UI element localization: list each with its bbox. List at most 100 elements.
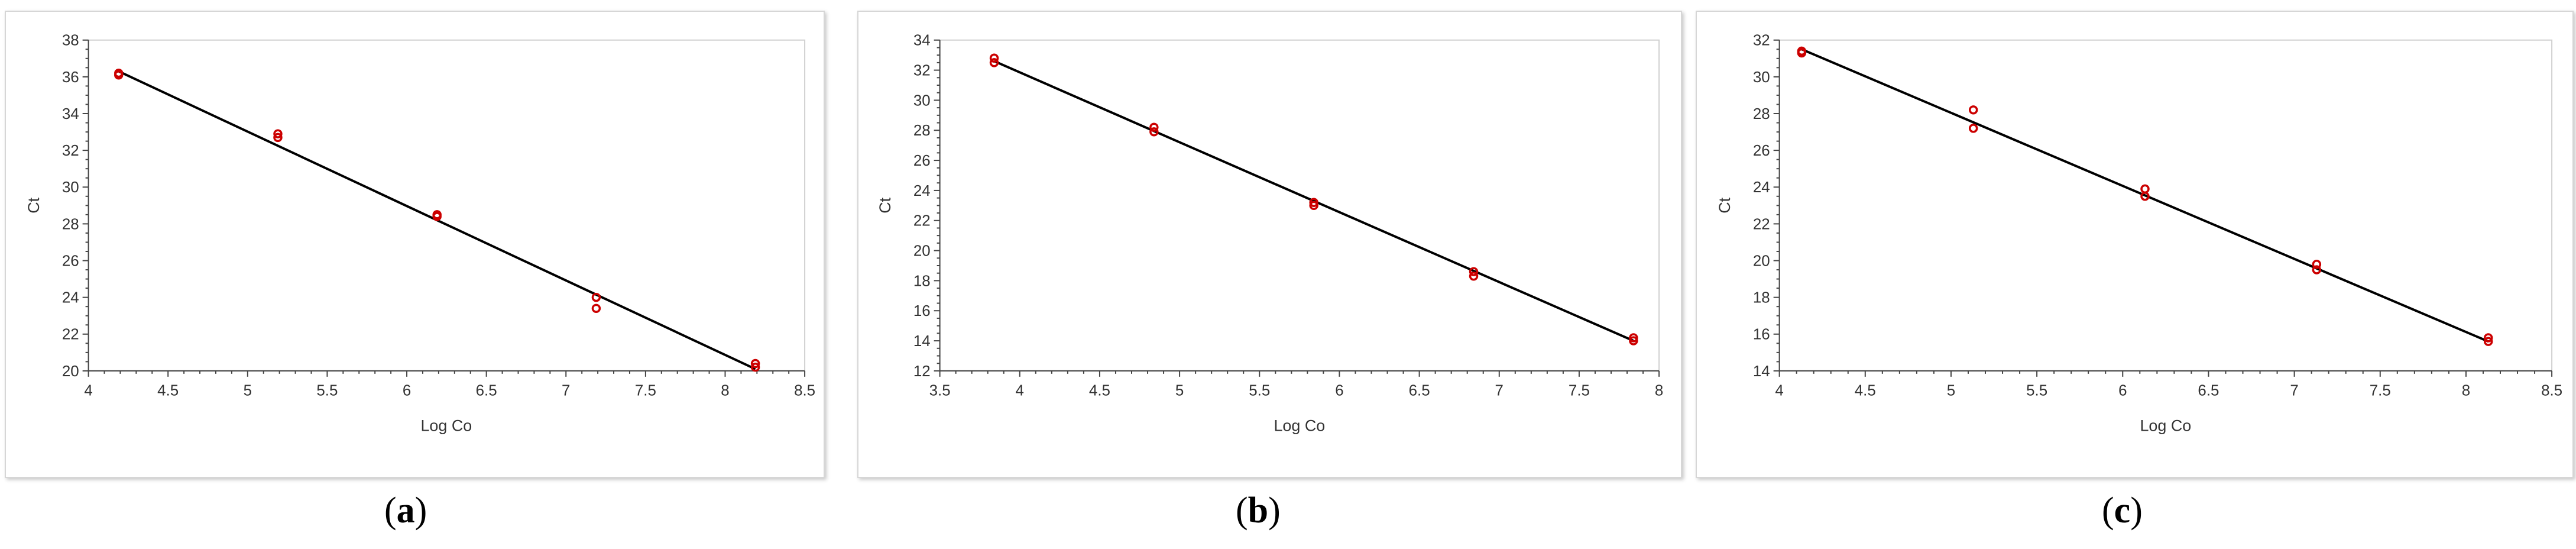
data-point-b	[1309, 201, 1318, 211]
data-point-b	[1149, 122, 1159, 132]
data-point-b	[989, 53, 999, 63]
y-tick-label-b: 20	[913, 243, 931, 260]
y-tick-label-c: 30	[1753, 69, 1770, 86]
x-tick-label-c: 8	[2462, 383, 2470, 399]
caption-a: (a)	[384, 490, 427, 531]
chart-panel-c: 14 16 18 20 22 24 26 28 30 32 4 4.5 5 5.5 6 6.5 7 7.5 8 8.5…	[1696, 11, 2574, 478]
x-tick-label-c: 4.5	[1855, 383, 1876, 399]
y-tick-label-c: 32	[1753, 33, 1770, 49]
x-tick-label-b: 5.5	[1249, 383, 1270, 399]
axes-c: 14 16 18 20 22 24 26 28 30 32 4 4.5 5 5.5 6 6.5 7 7.5 8 8.5	[1753, 33, 2562, 399]
axes-b: 12 14 16 18 20 22 24 26 28 30 32 34 3.5 4 4.5 5 5.5 6 6.5 7…	[913, 33, 1663, 399]
y-tick-label-b: 26	[913, 153, 931, 169]
y-tick-label-a: 36	[62, 69, 79, 86]
x-tick-label-b: 8	[1655, 383, 1663, 399]
data-point-c	[1968, 105, 1978, 115]
y-tick-label-b: 34	[913, 33, 931, 49]
data-point-c	[2312, 260, 2322, 269]
x-tick-label-a: 8.5	[794, 383, 815, 399]
caption-letter-b: b	[1248, 490, 1269, 531]
x-tick-label-c: 5.5	[2026, 383, 2047, 399]
data-point-b	[1629, 333, 1638, 343]
chart-a-svg: 20 22 24 26 28 30 32 34 36 38 4 4.5 5 5.5 6 6.5 7 7.5 8 8.5…	[25, 33, 815, 435]
y-tick-label-b: 14	[913, 333, 931, 350]
data-point-c	[2312, 265, 2322, 274]
caption-letter-c: c	[2114, 490, 2131, 531]
data-point-a	[273, 133, 283, 143]
y-tick-label-b: 12	[913, 363, 931, 380]
y-tick-label-a: 32	[62, 143, 79, 159]
fit-line-c	[1801, 48, 2489, 343]
data-point-a	[114, 70, 124, 80]
y-tick-label-b: 22	[913, 213, 931, 230]
caption-c: (c)	[2102, 490, 2143, 531]
chart-panel-a: 20 22 24 26 28 30 32 34 36 38 4 4.5 5 5.5 6 6.5 7 7.5 8 8.5…	[5, 11, 825, 478]
y-tick-label-a: 26	[62, 253, 79, 270]
data-point-b	[1629, 336, 1638, 345]
y-tick-label-c: 22	[1753, 216, 1770, 232]
data-point-a	[591, 303, 601, 314]
y-tick-label-b: 30	[913, 92, 931, 109]
x-tick-label-a: 4	[84, 383, 92, 399]
chart-panel-b: 12 14 16 18 20 22 24 26 28 30 32 34 3.5 4 4.5 5 5.5 6 6.5 7…	[857, 11, 1682, 478]
y-tick-label-c: 26	[1753, 143, 1770, 159]
x-tick-label-c: 6	[2118, 383, 2127, 399]
x-tick-label-b: 4.5	[1089, 383, 1110, 399]
data-point-b	[1469, 267, 1479, 276]
x-tick-label-b: 7	[1495, 383, 1504, 399]
axes-a: 20 22 24 26 28 30 32 34 36 38 4 4.5 5 5.5 6 6.5 7 7.5 8 8.5	[62, 33, 815, 399]
y-tick-label-b: 32	[913, 63, 931, 79]
x-tick-label-b: 7.5	[1569, 383, 1590, 399]
x-axis-label-b: Log Co	[1274, 416, 1325, 434]
y-tick-label-a: 34	[62, 106, 79, 122]
x-tick-label-c: 8.5	[2541, 383, 2562, 399]
x-tick-label-b: 4	[1016, 383, 1024, 399]
x-tick-label-c: 6.5	[2198, 383, 2219, 399]
x-tick-label-a: 7.5	[635, 383, 656, 399]
x-tick-label-a: 5	[244, 383, 252, 399]
data-point-a	[432, 212, 442, 221]
points-a	[114, 68, 760, 372]
x-tick-label-c: 7	[2290, 383, 2298, 399]
y-tick-label-a: 38	[62, 33, 79, 49]
y-tick-label-c: 20	[1753, 253, 1770, 270]
x-tick-label-a: 6	[403, 383, 411, 399]
y-tick-label-b: 24	[913, 183, 931, 199]
x-axis-label-c: Log Co	[2140, 416, 2191, 434]
y-tick-label-b: 28	[913, 122, 931, 139]
x-tick-label-a: 5.5	[316, 383, 338, 399]
x-tick-label-a: 8	[721, 383, 729, 399]
x-tick-label-a: 6.5	[476, 383, 497, 399]
data-point-b	[989, 58, 999, 67]
caption-letter-a: a	[396, 490, 415, 531]
chart-c-svg: 14 16 18 20 22 24 26 28 30 32 4 4.5 5 5.5 6 6.5 7 7.5 8 8.5…	[1716, 33, 2562, 435]
data-point-c	[1797, 48, 1807, 58]
y-tick-label-a: 28	[62, 216, 79, 232]
x-tick-label-a: 7	[562, 383, 570, 399]
y-axis-label-a: Ct	[25, 197, 43, 213]
data-point-a	[591, 292, 601, 302]
x-tick-label-b: 6	[1335, 383, 1343, 399]
y-tick-label-c: 24	[1753, 179, 1770, 196]
x-tick-label-c: 5	[1947, 383, 1955, 399]
data-point-a	[273, 129, 283, 138]
data-point-c	[2483, 337, 2493, 346]
y-tick-label-a: 22	[62, 327, 79, 343]
data-point-b	[1149, 127, 1159, 137]
data-point-b	[1469, 272, 1479, 281]
points-b	[989, 53, 1638, 345]
data-point-a	[750, 362, 760, 372]
caption-b: (b)	[1236, 490, 1281, 531]
y-tick-label-b: 18	[913, 273, 931, 289]
y-tick-label-c: 28	[1753, 106, 1770, 122]
y-tick-label-c: 18	[1753, 290, 1770, 306]
x-tick-label-b: 6.5	[1409, 383, 1430, 399]
x-tick-label-b: 5	[1175, 383, 1184, 399]
y-tick-label-a: 30	[62, 179, 79, 196]
plot-area-a	[88, 39, 806, 372]
x-axis-label-a: Log Co	[420, 416, 472, 434]
plot-area-b	[939, 39, 1660, 372]
x-tick-label-c: 7.5	[2370, 383, 2391, 399]
y-axis-label-b: Ct	[876, 197, 894, 213]
y-tick-label-a: 20	[62, 363, 79, 380]
